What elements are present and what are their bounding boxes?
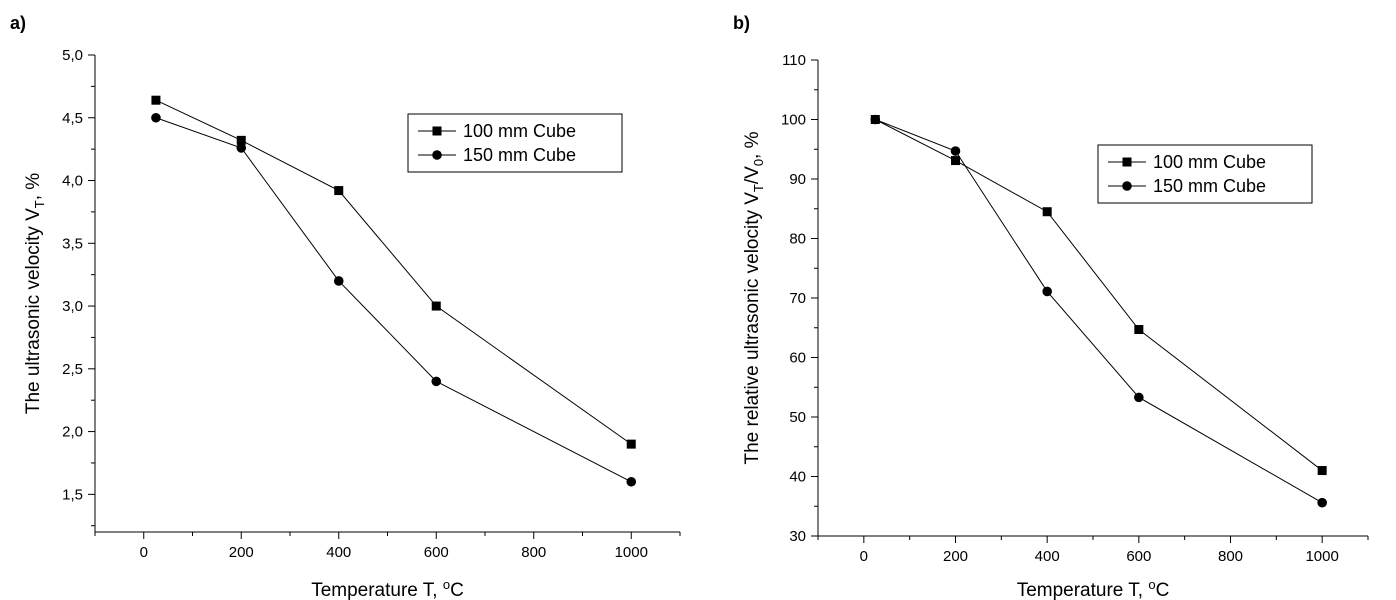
chart-a-data-point — [151, 95, 161, 105]
chart-b-y-tick-label: 110 — [782, 52, 806, 69]
chart-a-x-tick-label: 800 — [521, 544, 546, 561]
chart-b-y-axis-title: The relative ultrasonic velocity VT/V0, … — [742, 131, 766, 464]
chart-a-y-tick-label: 3,5 — [62, 235, 83, 252]
chart-a-legend-label: 100 mm Cube — [463, 121, 576, 141]
chart-a-panel-letter: a) — [10, 13, 26, 33]
chart-b-data-point — [1317, 466, 1327, 476]
chart-panel-b: b) 0 200 400 600 800 1000 30 40 50 60 70 80 90 100 110 T… — [698, 0, 1396, 600]
chart-a-data-point — [151, 112, 161, 123]
chart-a-legend-label: 150 mm Cube — [463, 145, 576, 165]
chart-a-x-axis-title: Temperature T, oC — [311, 577, 464, 600]
chart-b-legend-marker — [1122, 181, 1132, 191]
chart-a-y-tick-label: 5,0 — [62, 47, 83, 64]
chart-b-y-tick-label: 100 — [781, 112, 806, 129]
chart-a-x-tick-label: 0 — [140, 544, 148, 561]
chart-a-data-point — [431, 376, 442, 387]
chart-b-data-point — [1134, 325, 1144, 335]
chart-a-x-tick-label: 400 — [326, 544, 351, 561]
chart-b-svg: b) 0 200 400 600 800 1000 30 40 50 60 70 80 90 100 110 T… — [733, 13, 1369, 600]
chart-b-panel-letter: b) — [733, 13, 750, 33]
chart-a-x-tick-label: 200 — [229, 544, 254, 561]
chart-a-y-tick-label: 3,0 — [62, 298, 83, 315]
chart-b-y-tick-label: 50 — [789, 409, 806, 426]
chart-b-data-point — [870, 114, 881, 125]
chart-a-x-tick-label: 1000 — [615, 544, 648, 561]
chart-a-legend-marker — [432, 126, 442, 136]
chart-b-legend-label: 100 mm Cube — [1153, 152, 1266, 172]
chart-a-x-tick-label: 600 — [424, 544, 449, 561]
chart-a-y-tick-label: 2,5 — [62, 361, 83, 378]
chart-b-y-tick-label: 90 — [789, 171, 806, 188]
chart-b-x-tick-label: 1000 — [1305, 548, 1338, 565]
chart-a-y-tick-label: 1,5 — [62, 486, 83, 503]
chart-b-y-tick-label: 80 — [789, 231, 806, 248]
chart-a-data-point — [333, 276, 344, 286]
chart-b-y-tick-label: 70 — [789, 290, 806, 307]
chart-b-data-point — [1134, 392, 1144, 403]
chart-a-data-point — [626, 476, 637, 487]
chart-a-data-point — [236, 135, 246, 145]
chart-b-x-axis-title: Temperature T, oC — [1017, 577, 1170, 600]
chart-b-x-tick-label: 800 — [1218, 548, 1243, 565]
chart-a-y-tick-label: 4,5 — [62, 110, 83, 127]
chart-b-legend-label: 150 mm Cube — [1153, 176, 1266, 196]
chart-a-data-point — [334, 186, 344, 196]
chart-b-data-point — [1042, 207, 1052, 217]
chart-b-y-tick-label: 60 — [789, 350, 806, 367]
chart-a-y-tick-label: 4,0 — [62, 173, 83, 190]
chart-b-legend — [1097, 144, 1313, 204]
chart-a-data-point — [626, 439, 636, 449]
chart-b-data-point — [950, 146, 961, 156]
chart-b-data-point — [1042, 286, 1052, 297]
chart-a-legend — [407, 113, 623, 173]
chart-b-x-tick-label: 400 — [1035, 548, 1060, 565]
chart-b-x-tick-label: 0 — [860, 548, 868, 565]
chart-b-y-tick-label: 30 — [789, 528, 806, 545]
chart-b-x-tick-label: 200 — [943, 548, 968, 565]
chart-b-x-tick-label: 600 — [1126, 548, 1151, 565]
chart-b-data-point — [1317, 497, 1327, 508]
chart-b-y-tick-label: 40 — [789, 469, 806, 486]
chart-a-svg: a) 0 200 400 600 800 1000 1,5 2,0 2,5 3,0 3,5 4,0 4,5… — [10, 13, 681, 600]
chart-b-data-point — [951, 156, 960, 166]
chart-a-legend-marker — [432, 150, 442, 160]
chart-a-data-point — [431, 301, 441, 311]
chart-b-legend-marker — [1122, 157, 1132, 167]
chart-a-y-axis-title: The ultrasonic velocity VT, % — [23, 173, 47, 414]
chart-a-y-tick-label: 2,0 — [62, 424, 83, 441]
chart-panel-a: a) 0 200 400 600 800 1000 1,5 2,0 2,5 3,0 3,5 4,0 4,5… — [10, 13, 681, 600]
chart-a-data-point — [236, 143, 247, 153]
